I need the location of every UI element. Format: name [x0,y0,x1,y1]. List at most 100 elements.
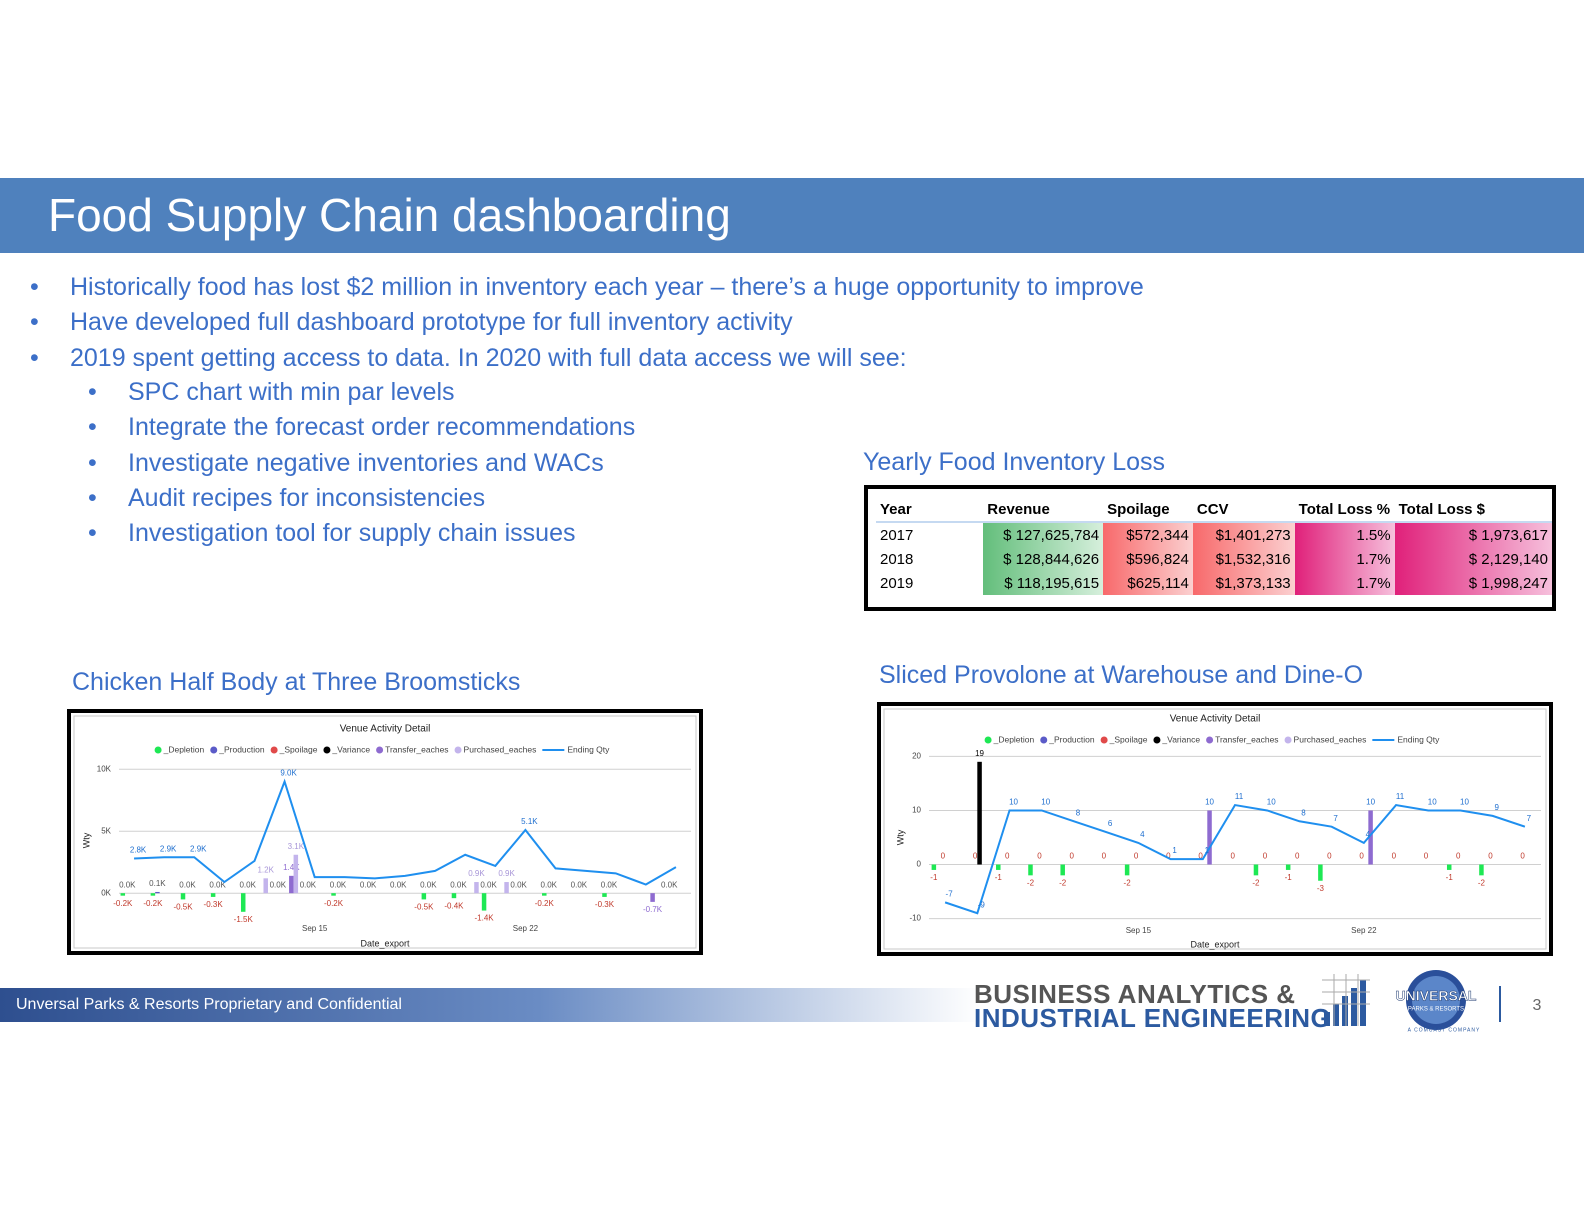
legend-label: _Production [218,744,265,754]
data-label: 0 [1134,852,1139,861]
data-label: 7 [1527,814,1532,823]
brand-sub: PARKS & RESORTS [1408,1007,1464,1013]
data-label: 2.9K [190,844,207,853]
data-label: -0.2K [535,899,555,908]
legend-label: _Production [1048,734,1095,744]
bar [650,893,655,902]
table-cell: $ 1,998,247 [1394,571,1552,595]
logo-graphics: UNIVERSAL PARKS & RESORTS A COMCAST COMP… [1322,970,1542,1033]
data-label: 10 [1267,798,1276,807]
legend: _Depletion _Production _Spoilage _Variance T… [154,744,610,754]
data-label: 0.9K [468,869,485,878]
bar [240,893,246,912]
slide-title: Food Supply Chain dashboarding [48,189,731,241]
data-label: -2 [1478,878,1486,887]
data-label: 0.0K [300,880,317,889]
table-cell: 1.7% [1294,571,1395,595]
sub-bullet: Audit recipes for inconsistencies [88,481,635,516]
bullet: Have developed full dashboard prototype … [30,305,1144,340]
table-cell: $1,532,316 [1192,547,1295,571]
legend-label: _Depletion [993,734,1035,744]
data-label: -0.4K [444,901,464,910]
x-axis-label: Date_export [1190,939,1240,949]
table-cell: $ 128,844,626 [983,547,1104,571]
y-tick-label: -10 [909,914,921,923]
logo-text: BUSINESS ANALYTICS & [974,979,1296,1009]
table-cell: 2018 [880,550,914,568]
data-label: 0 [973,852,978,861]
data-label: 0 [1520,852,1525,861]
table-cell: $ 2,129,140 [1394,547,1552,571]
data-label: -2 [1252,878,1260,887]
bar [1060,864,1065,876]
chart-heading: Sliced Provolone at Warehouse and Dine-O [879,661,1364,689]
bar [331,893,336,896]
bar [120,893,126,896]
table-cell: $1,373,133 [1192,571,1295,595]
chart-frame: Venue Activity Detail Date_export Wty 0K 5K 1… [67,709,703,955]
data-label: -1 [1285,873,1293,882]
data-label: 10 [1366,798,1375,807]
bar [421,893,427,900]
bar [293,854,299,894]
legend-label: Transfer_eaches [1215,734,1278,744]
data-label: 7 [1333,814,1338,823]
data-label: -0.7K [643,905,663,914]
data-label: 0.0K [541,880,558,889]
table-row: 2019 $ 118,195,615 $625,114 $1,373,133 1.7% $… [876,571,1552,595]
legend-symbol [1040,736,1048,744]
bar [155,891,160,894]
data-label: 1 [1172,846,1177,855]
brand: UNIVERSAL [1396,988,1477,1004]
legend-label: Ending Qty [567,744,610,754]
data-label: 10 [1460,798,1469,807]
data-label: 0.1K [149,879,166,888]
page-number: 3 [1533,997,1542,1014]
footer-band [0,988,980,1022]
bullet-list: Historically food has lost $2 million in… [30,270,1144,376]
table-row: 2017 $ 127,625,784 $572,344 $1,401,273 1.5% $… [876,522,1552,547]
table-cell: $625,114 [1103,571,1193,595]
data-label: 0 [1231,852,1236,861]
bar [1124,864,1130,876]
data-label: 0 [1198,852,1203,861]
legend-symbol [454,746,462,754]
line [134,778,677,886]
legend-symbol [1100,736,1108,744]
legend-symbol [270,746,278,754]
chart-frame: Venue Activity Detail Date_export Wty -10 0 1… [877,702,1553,956]
bullet: Historically food has lost $2 million in… [30,270,1144,305]
table-cell: $ 127,625,784 [983,522,1104,547]
legend-label: _Variance [1161,734,1200,744]
data-label: 0 [1069,852,1074,861]
bar [451,893,457,899]
table-cell: 2019 [880,574,914,592]
bar [474,882,479,894]
table-title: Yearly Food Inventory Loss [863,448,1166,476]
bullet: 2019 spent getting access to data. In 20… [30,341,1144,376]
legend-label: Purchased_eaches [1294,734,1367,744]
logo-bars [1324,980,1366,1026]
data-label: 0.0K [450,880,467,889]
y-tick-label: 10K [97,764,112,773]
data-label: 0.0K [601,880,618,889]
data-label: 4 [1366,830,1371,839]
data-label: -0.2K [324,899,344,908]
legend-symbol [1206,736,1214,744]
table-cell: $ 118,195,615 [983,571,1104,595]
legend-label: _Depletion [163,744,205,754]
data-label: -0.5K [414,903,434,912]
data-label: 19 [975,749,984,758]
data-label: 0.0K [209,880,226,889]
data-label: 0 [941,852,946,861]
data-label: 11 [1396,792,1405,801]
bar [1207,810,1212,865]
column-header: Revenue [983,497,1104,523]
data-label: 1.4K [283,863,300,872]
x-tick-label: Sep 22 [513,924,539,933]
data-label: -1.4K [475,914,495,923]
data-label: 0.9K [498,869,515,878]
legend-symbol [1284,736,1292,744]
data-label: -1 [1446,873,1454,882]
data-label: 6 [1108,819,1113,828]
